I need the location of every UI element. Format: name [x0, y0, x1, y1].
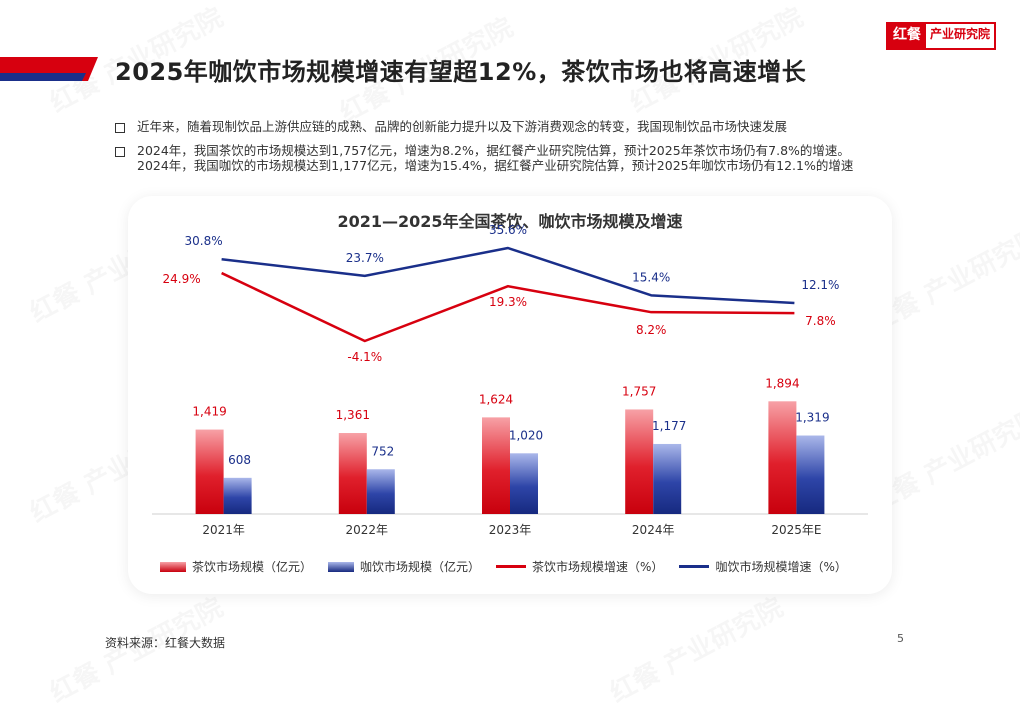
bullet-square-icon	[115, 147, 125, 157]
data-label-coffee-size: 1,020	[509, 428, 543, 442]
data-label-coffee-growth: 30.8%	[185, 234, 223, 248]
data-label-coffee-size: 1,319	[795, 411, 829, 425]
watermark: 红餐 产业研究院	[602, 587, 788, 709]
legend-item: 咖饮市场规模增速（%）	[679, 558, 847, 575]
data-label-coffee-growth: 35.6%	[489, 223, 527, 237]
page-number: 5	[897, 632, 904, 645]
logo-text: 产业研究院	[926, 24, 995, 48]
data-label-tea-size: 1,361	[336, 408, 370, 422]
bar-tea	[338, 433, 367, 514]
line-coffee-growth	[221, 246, 795, 305]
bullet-list: 近年来，随着现制饮品上游供应链的成熟、品牌的创新能力提升以及下游消费观念的转变，…	[115, 119, 853, 182]
chart-card: 2021—2025年全国茶饮、咖饮市场规模及增速 1,419 608 2021年 1,…	[128, 196, 892, 594]
data-label-tea-growth: 8.2%	[636, 323, 667, 337]
data-label-tea-size: 1,419	[192, 405, 226, 419]
bar-tea	[625, 409, 654, 514]
chart-title: 2021—2025年全国茶饮、咖饮市场规模及增速	[337, 212, 683, 231]
bullet-line: 近年来，随着现制饮品上游供应链的成熟、品牌的创新能力提升以及下游消费观念的转变，…	[137, 119, 788, 134]
data-label-tea-growth: 24.9%	[163, 272, 201, 286]
page-title: 2025年咖饮市场规模增速有望超12%，茶饮市场也将高速增长	[115, 58, 807, 86]
legend-swatch	[160, 561, 186, 572]
source-note: 资料来源：红餐大数据	[105, 636, 226, 650]
legend-label: 咖饮市场规模（亿元）	[360, 560, 481, 574]
bar-tea	[195, 429, 224, 514]
data-label-tea-growth: 19.3%	[489, 295, 527, 309]
data-label-coffee-size: 1,177	[652, 419, 686, 433]
combo-chart: 1,419 608 2021年 1,361 752 2022年 1,624 1,020 2023…	[152, 223, 868, 537]
brand-logo: 红餐 产业研究院	[886, 22, 997, 50]
x-tick-label: 2022年	[346, 523, 389, 537]
chart-legend: 茶饮市场规模（亿元） 咖饮市场规模（亿元） 茶饮市场规模增速（%） 咖饮市场规模…	[160, 558, 863, 575]
data-label-coffee-size: 608	[228, 453, 251, 467]
legend-line	[496, 565, 527, 568]
bar-tea	[482, 417, 510, 514]
line-tea-growth	[221, 271, 795, 343]
legend-line	[679, 565, 710, 568]
bar-coffee	[366, 469, 395, 514]
legend-item: 茶饮市场规模（亿元）	[160, 558, 312, 575]
data-label-coffee-growth: 23.7%	[346, 251, 384, 265]
data-label-coffee-growth: 15.4%	[632, 270, 670, 284]
x-tick-label: 2021年	[202, 523, 245, 537]
legend-label: 茶饮市场规模（亿元）	[192, 560, 313, 574]
x-tick-label: 2024年	[632, 523, 675, 537]
data-label-tea-growth: 7.8%	[805, 314, 836, 328]
x-tick-label: 2025年E	[771, 523, 821, 537]
bar-coffee	[510, 453, 538, 514]
bullet-line: 2024年，我国茶饮的市场规模达到1,757亿元，增速为8.2%，据红餐产业研究…	[137, 143, 850, 158]
bar-coffee	[796, 435, 825, 514]
bar-coffee	[653, 443, 682, 514]
x-tick-label: 2023年	[489, 523, 532, 537]
data-label-tea-growth: -4.1%	[347, 350, 382, 364]
legend-label: 茶饮市场规模增速（%）	[532, 560, 664, 574]
bullet-item: 2024年，我国茶饮的市场规模达到1,757亿元，增速为8.2%，据红餐产业研究…	[115, 143, 853, 173]
data-label-coffee-size: 752	[371, 444, 394, 458]
bullet-item: 近年来，随着现制饮品上游供应链的成熟、品牌的创新能力提升以及下游消费观念的转变，…	[115, 119, 853, 134]
bar-coffee	[223, 477, 252, 514]
legend-item: 咖饮市场规模（亿元）	[328, 558, 480, 575]
data-label-tea-size: 1,624	[479, 392, 513, 406]
bar-tea	[768, 401, 797, 514]
data-label-coffee-growth: 12.1%	[801, 278, 839, 292]
legend-item: 茶饮市场规模增速（%）	[496, 558, 663, 575]
bullet-line: 2024年，我国咖饮的市场规模达到1,177亿元，增速为15.4%，据红餐产业研…	[137, 158, 854, 173]
legend-label: 咖饮市场规模增速（%）	[715, 560, 847, 574]
logo-mark: 红餐	[888, 24, 926, 48]
legend-swatch	[328, 561, 355, 572]
data-label-tea-size: 1,757	[622, 384, 656, 398]
bullet-square-icon	[115, 123, 125, 133]
data-label-tea-size: 1,894	[765, 376, 799, 390]
title-accent-bar	[0, 57, 98, 81]
